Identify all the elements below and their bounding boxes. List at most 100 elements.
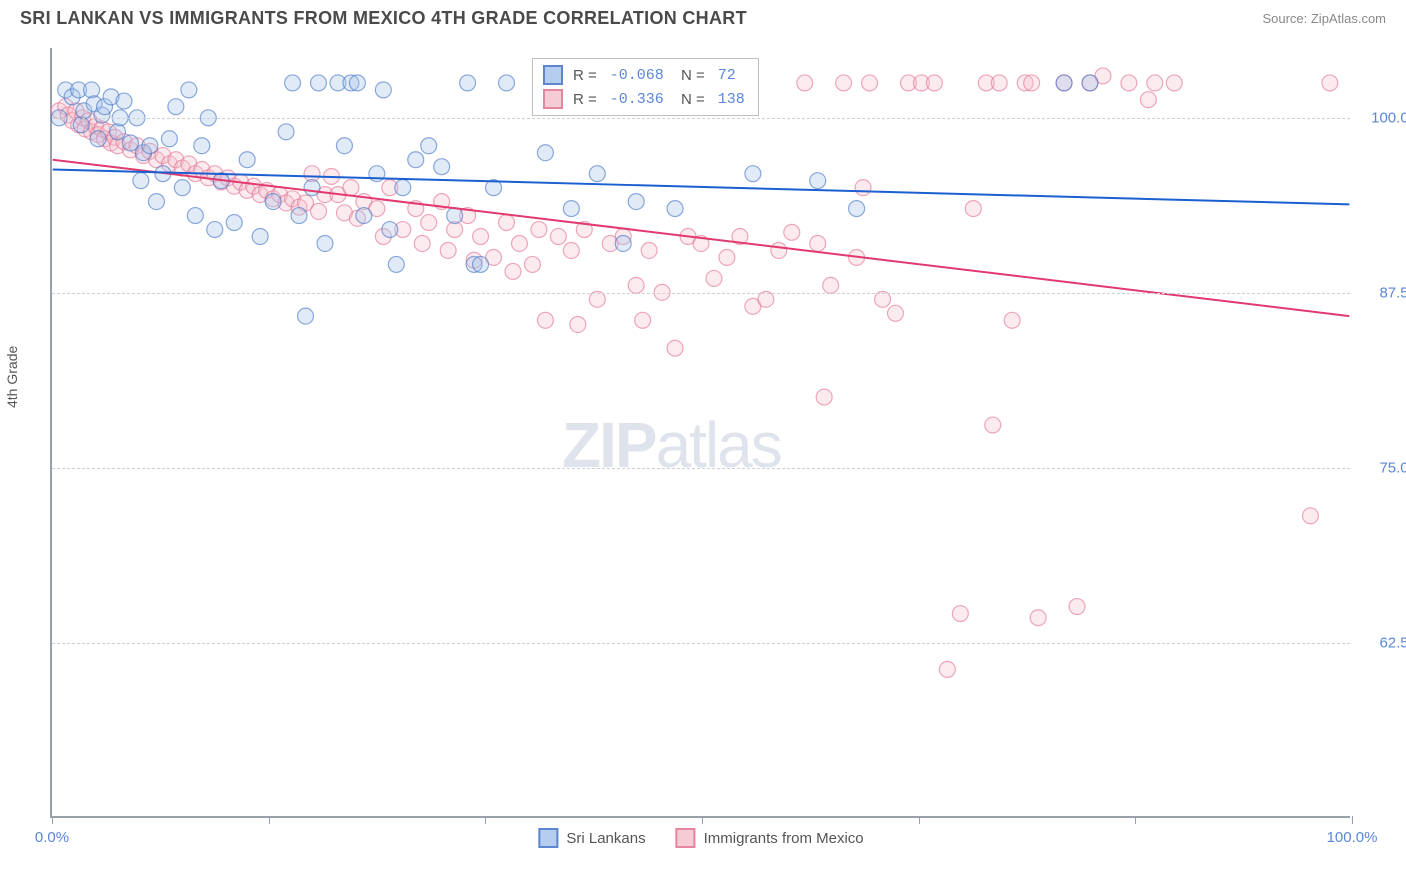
scatter-point xyxy=(84,82,100,98)
scatter-point xyxy=(110,124,126,140)
scatter-point xyxy=(537,145,553,161)
scatter-point xyxy=(460,75,476,91)
scatter-point xyxy=(148,194,164,210)
scatter-point xyxy=(1030,610,1046,626)
x-tick xyxy=(919,816,920,824)
scatter-point xyxy=(90,131,106,147)
scatter-point xyxy=(252,229,268,245)
scatter-point xyxy=(414,236,430,252)
scatter-point xyxy=(667,201,683,217)
scatter-point xyxy=(1140,92,1156,108)
scatter-point xyxy=(1322,75,1338,91)
x-tick-label: 100.0% xyxy=(1327,829,1378,846)
grid-line xyxy=(52,118,1350,119)
scatter-point xyxy=(440,242,456,258)
scatter-point xyxy=(311,203,327,219)
scatter-point xyxy=(563,201,579,217)
scatter-point xyxy=(421,138,437,154)
stat-label: R = xyxy=(573,91,597,108)
scatter-point xyxy=(239,152,255,168)
scatter-point xyxy=(311,75,327,91)
scatter-point xyxy=(133,173,149,189)
scatter-point xyxy=(1121,75,1137,91)
scatter-point xyxy=(187,208,203,224)
stat-n-value: 72 xyxy=(715,67,739,84)
scatter-point xyxy=(570,317,586,333)
scatter-point xyxy=(550,229,566,245)
scatter-point xyxy=(285,75,301,91)
scatter-point xyxy=(939,661,955,677)
scatter-point xyxy=(304,180,320,196)
x-tick xyxy=(269,816,270,824)
scatter-point xyxy=(641,242,657,258)
scatter-point xyxy=(888,305,904,321)
scatter-point xyxy=(615,236,631,252)
scatter-point xyxy=(745,166,761,182)
scatter-point xyxy=(1302,508,1318,524)
scatter-point xyxy=(862,75,878,91)
scatter-point xyxy=(849,201,865,217)
scatter-point xyxy=(628,277,644,293)
x-tick xyxy=(485,816,486,824)
scatter-point xyxy=(499,215,515,231)
stat-label: N = xyxy=(677,67,705,84)
scatter-point xyxy=(168,99,184,115)
scatter-point xyxy=(207,222,223,238)
scatter-point xyxy=(278,124,294,140)
scatter-point xyxy=(635,312,651,328)
scatter-point xyxy=(1069,599,1085,615)
legend-item-srilankans: Sri Lankans xyxy=(538,828,645,848)
legend-swatch-srilankans xyxy=(538,828,558,848)
scatter-point xyxy=(810,236,826,252)
stat-r-value: -0.336 xyxy=(607,91,667,108)
scatter-point xyxy=(174,180,190,196)
grid-line xyxy=(52,643,1350,644)
scatter-svg xyxy=(52,48,1350,816)
scatter-point xyxy=(161,131,177,147)
scatter-point xyxy=(73,117,89,133)
scatter-point xyxy=(181,82,197,98)
legend-swatch-mexico xyxy=(676,828,696,848)
scatter-point xyxy=(226,215,242,231)
scatter-point xyxy=(784,224,800,240)
grid-line xyxy=(52,293,1350,294)
swatch-srilankans xyxy=(543,65,563,85)
plot-area: ZIPatlas R = -0.068 N = 72 R = -0.336 N … xyxy=(50,48,1350,818)
scatter-point xyxy=(1024,75,1040,91)
stat-row-srilankans: R = -0.068 N = 72 xyxy=(543,63,748,87)
scatter-point xyxy=(816,389,832,405)
scatter-point xyxy=(1166,75,1182,91)
scatter-point xyxy=(408,152,424,168)
legend-label: Sri Lankans xyxy=(566,830,645,847)
scatter-point xyxy=(926,75,942,91)
scatter-point xyxy=(1004,312,1020,328)
legend-label: Immigrants from Mexico xyxy=(704,830,864,847)
scatter-point xyxy=(434,159,450,175)
scatter-point xyxy=(375,82,391,98)
scatter-point xyxy=(511,236,527,252)
scatter-point xyxy=(589,166,605,182)
x-tick xyxy=(702,816,703,824)
scatter-point xyxy=(336,138,352,154)
scatter-point xyxy=(965,201,981,217)
scatter-point xyxy=(667,340,683,356)
scatter-point xyxy=(1056,75,1072,91)
scatter-point xyxy=(1147,75,1163,91)
stat-row-mexico: R = -0.336 N = 138 xyxy=(543,87,748,111)
scatter-point xyxy=(952,606,968,622)
scatter-point xyxy=(382,222,398,238)
x-tick xyxy=(1135,816,1136,824)
stat-label: R = xyxy=(573,67,597,84)
stat-r-value: -0.068 xyxy=(607,67,667,84)
scatter-point xyxy=(291,208,307,224)
scatter-point xyxy=(473,229,489,245)
scatter-point xyxy=(421,215,437,231)
scatter-point xyxy=(771,242,787,258)
scatter-point xyxy=(505,263,521,279)
y-tick-label: 75.0% xyxy=(1357,460,1406,477)
scatter-point xyxy=(317,236,333,252)
scatter-point xyxy=(499,75,515,91)
chart-header: SRI LANKAN VS IMMIGRANTS FROM MEXICO 4TH… xyxy=(20,8,1386,29)
chart-source: Source: ZipAtlas.com xyxy=(1262,11,1386,26)
scatter-point xyxy=(855,180,871,196)
